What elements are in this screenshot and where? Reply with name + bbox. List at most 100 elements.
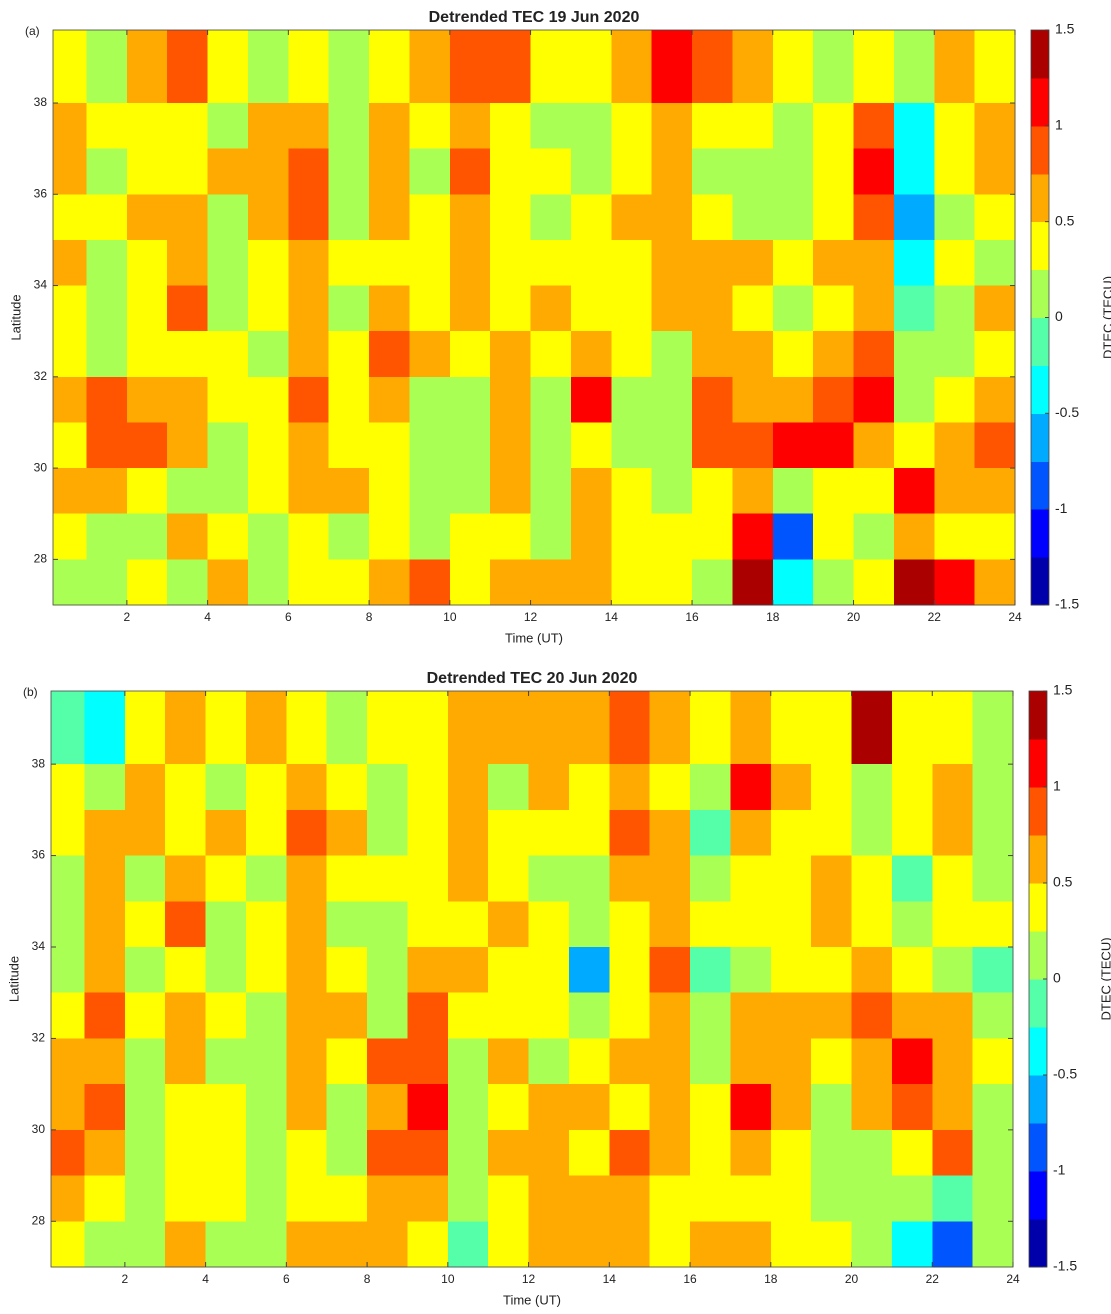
contour-cell [367, 1175, 409, 1222]
contour-cell [893, 194, 935, 241]
contour-cell [772, 30, 814, 104]
contour-cell [86, 559, 128, 606]
contour-cell [732, 194, 774, 241]
contour-cell [690, 1129, 732, 1177]
contour-cell [891, 1129, 933, 1177]
contour-cell [611, 559, 653, 606]
contour-cell [447, 1175, 489, 1222]
contour-cell [811, 855, 853, 902]
contour-cell [369, 559, 411, 606]
contour-cell [649, 1129, 691, 1177]
colorbar-band [1031, 413, 1049, 462]
contour-cell [932, 1175, 974, 1222]
contour-cell [649, 764, 691, 811]
contour-cell [770, 1038, 812, 1085]
contour-cell [205, 809, 247, 857]
contour-cell [811, 901, 853, 948]
contour-cell [207, 513, 249, 560]
contour-cell [488, 1084, 530, 1131]
contour-cell [447, 691, 489, 765]
contour-cell [692, 30, 734, 104]
contour-cell [974, 559, 1016, 606]
colorbar-tick-label: 0 [1055, 308, 1063, 324]
contour-cell [86, 148, 128, 195]
colorbar-tick-label: -1 [1053, 1162, 1066, 1178]
contour-cell [568, 1129, 610, 1177]
contour-cell [651, 194, 693, 241]
contour-cell [288, 422, 330, 469]
contour-cell [447, 809, 489, 857]
contour-cell [328, 103, 370, 150]
contour-cell [51, 809, 86, 857]
contour-cell [84, 1129, 126, 1177]
contour-cell [568, 1084, 610, 1131]
colorbar-tick-label: 1.5 [1053, 682, 1073, 698]
contour-cell [772, 148, 814, 195]
plot-frame [50, 690, 1014, 1268]
contour-cell [488, 1175, 530, 1222]
contour-cell [367, 691, 409, 765]
colorbar-tick-label: -0.5 [1055, 404, 1079, 420]
contour-cell [891, 691, 933, 765]
contour-cell [649, 1221, 691, 1268]
contour-cell [288, 194, 330, 241]
contour-cell [651, 422, 693, 469]
contour-cell [530, 148, 572, 195]
contour-cell [772, 194, 814, 241]
contour-cell [974, 422, 1016, 469]
contour-cell [932, 1129, 974, 1177]
contour-cell [205, 1175, 247, 1222]
contour-cell [692, 559, 734, 606]
contour-cell [770, 691, 812, 765]
contour-cell [205, 691, 247, 765]
contour-cell [568, 855, 610, 902]
y-tick-label: 36 [32, 848, 46, 862]
contour-cell [732, 285, 774, 332]
contour-cell [893, 30, 935, 104]
colorbar-tick-label: -1.5 [1055, 596, 1079, 612]
contour-cell [245, 1129, 287, 1177]
contour-cell [770, 855, 812, 902]
contour-cell [326, 992, 368, 1040]
contour-cell [649, 901, 691, 948]
contour-cell [932, 855, 974, 902]
contour-cell [367, 901, 409, 948]
contour-cell [972, 1221, 1014, 1268]
contour-cell [86, 239, 128, 287]
contour-cell [86, 194, 128, 241]
contour-cell [732, 468, 774, 515]
contour-cell [245, 1084, 287, 1131]
contour-cell [53, 285, 88, 332]
contour-cell [288, 30, 330, 104]
contour-cell [288, 468, 330, 515]
contour-cell [813, 239, 855, 287]
contour-cell [730, 1038, 772, 1085]
contour-cell [205, 1221, 247, 1268]
contour-cell [328, 559, 370, 606]
y-tick-label: 32 [34, 369, 48, 383]
contour-cell [932, 1221, 974, 1268]
colorbar-band [1029, 691, 1047, 740]
contour-cell [811, 1038, 853, 1085]
contour-cell [488, 691, 530, 765]
contour-cell [853, 331, 895, 378]
contour-cell [811, 1175, 853, 1222]
contour-cell [447, 1084, 489, 1131]
contour-cell [813, 194, 855, 241]
contour-cell [811, 1084, 853, 1131]
contour-cell [891, 992, 933, 1040]
contour-cell [530, 468, 572, 515]
contour-cell [530, 422, 572, 469]
contour-cell [570, 30, 612, 104]
contour-cell [893, 422, 935, 469]
contour-cell [692, 239, 734, 287]
contour-cell [732, 422, 774, 469]
y-tick-label: 36 [34, 186, 48, 200]
contour-cell [730, 1129, 772, 1177]
contour-cell [570, 148, 612, 195]
chart-title: Detrended TEC 19 Jun 2020 [429, 9, 640, 26]
panel-label: (b) [23, 685, 38, 699]
contour-cell [207, 285, 249, 332]
contour-cell [530, 103, 572, 150]
contour-cell [811, 1129, 853, 1177]
